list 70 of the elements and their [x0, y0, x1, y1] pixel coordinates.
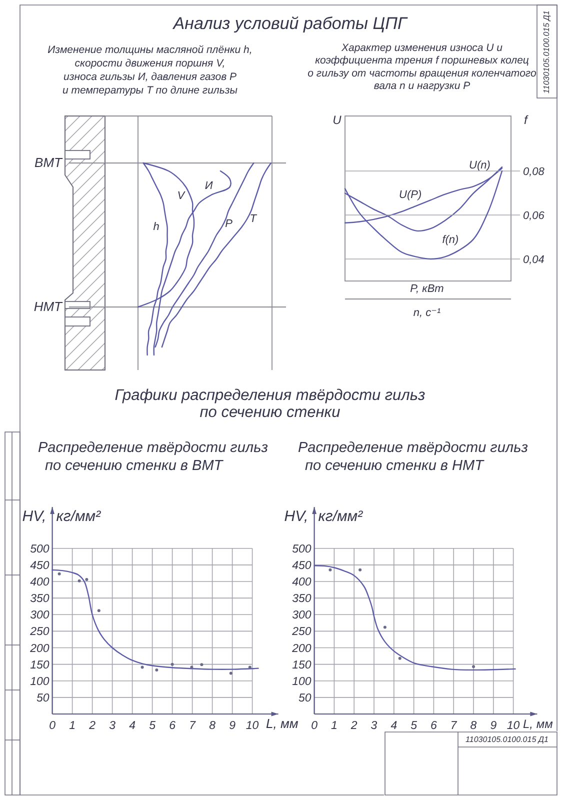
series-label: V [177, 190, 186, 202]
y-tick-label: 50 [298, 692, 312, 704]
y-tick-label: 300 [30, 610, 50, 622]
y-tick-label: 300 [292, 610, 312, 622]
text: 11030105.0100.015 Д1 [542, 10, 552, 94]
y-axis-title: HV, кг/мм² [22, 508, 102, 525]
y-tick-label: 100 [292, 676, 312, 688]
x-tick-label: 9 [490, 720, 498, 732]
chart-subtitle: Распределение твёрдости гильз по сечению стенки в ВМТ [38, 440, 268, 474]
y-tick-label: 0,08 [523, 166, 546, 178]
x-tick-label: 1 [331, 720, 338, 732]
x-axis-title: L, мм [523, 717, 553, 731]
x-tick-label: 10 [506, 720, 520, 732]
x-tick-label: 6 [169, 720, 176, 732]
x-tick-label: 0 [311, 720, 318, 732]
x-tick-label: 7 [450, 720, 458, 732]
x-axis-title: L, мм [266, 716, 298, 731]
y-tick-label: 500 [292, 543, 312, 556]
x-tick-label: 8 [470, 720, 478, 732]
x-tick-label: 8 [209, 720, 216, 732]
y-tick-label: 150 [30, 659, 50, 672]
y-tick-label: 0,04 [523, 254, 544, 266]
x-tick-label: 1 [69, 720, 76, 732]
x-tick-label: 4 [129, 720, 136, 732]
y-tick-label: ВМТ [34, 155, 64, 170]
y-tick-label: 200 [291, 642, 312, 655]
x-tick-label: 7 [189, 720, 196, 732]
x-tick-label: 2 [350, 720, 358, 732]
y-tick-label: 350 [30, 593, 50, 606]
y-tick-label: 0,06 [523, 210, 546, 222]
chart-title: Распределение твёрдости гильз по сечению стенки в НМТ [298, 440, 528, 474]
x-tick-label: 0 [49, 720, 56, 732]
x-tick-label: 9 [229, 720, 236, 732]
y-axis-title: U [332, 113, 342, 127]
x-tick-label: 5 [149, 720, 156, 732]
y-tick-label: 150 [292, 659, 312, 672]
chart-title: Анализ условий работы ЦПГ [172, 14, 408, 33]
y-tick-label: 400 [30, 576, 50, 589]
y-tick-label: 50 [36, 692, 50, 704]
x-tick-label: 10 [246, 720, 260, 732]
series-label: f(n) [442, 234, 460, 246]
series-label: T [250, 213, 258, 225]
chart-title: Графики распределения твёрдости гильз по сечению стенки [114, 387, 426, 421]
series-label: P [225, 218, 234, 230]
series-label: U(n) [469, 160, 491, 172]
x-tick-label: 4 [390, 720, 398, 732]
x-tick-label: 3 [370, 720, 378, 732]
x-tick-label: 3 [109, 720, 116, 732]
x-tick-label: 6 [430, 720, 438, 732]
y-axis-title: HV, кг/мм² [284, 508, 364, 525]
series-label: И [204, 180, 213, 192]
y-tick-label: 200 [29, 642, 50, 655]
series-label: h [153, 221, 160, 233]
y-tick-label: НМТ [34, 299, 64, 314]
x-tick-label: 2 [88, 720, 96, 732]
y-tick-label: 100 [30, 676, 50, 688]
x-axis-title: P, кВт n, с⁻¹ [410, 283, 444, 319]
x-tick-label: 5 [410, 720, 418, 732]
y-tick-label: 350 [292, 593, 312, 606]
y-tick-label: 450 [292, 560, 312, 572]
chart-subtitle: Изменение толщины масляной плёнки h, скорости движения поршня V, износа гильзы И, давления газов P и температуры T по длине гильзы [48, 44, 252, 96]
text: 11030105.0100.015 Д1 [466, 735, 548, 744]
y-tick-label: 400 [292, 576, 312, 589]
y-tick-label: 250 [291, 626, 312, 638]
y-tick-label: 500 [30, 543, 50, 556]
y-tick-label: 250 [29, 626, 50, 638]
series-label: U(P) [399, 188, 422, 201]
y-tick-label: 450 [30, 560, 50, 572]
chart-title: Характер изменения износа U и коэффициента трения f поршневых колец о гильзу от частоты вращения коленчатого вала n и нагрузки P [308, 42, 536, 92]
y-axis-title: f [524, 113, 529, 127]
